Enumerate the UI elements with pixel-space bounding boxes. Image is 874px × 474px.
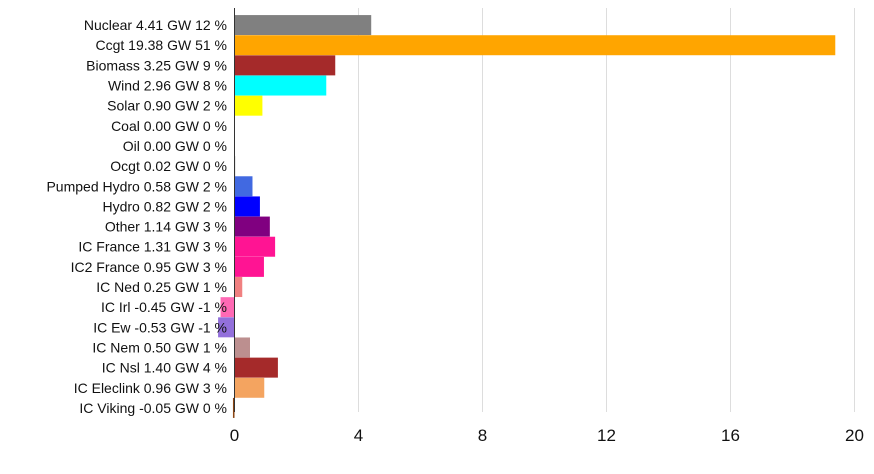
category-label: IC Nem 0.50 GW 1 % xyxy=(92,339,227,355)
bars xyxy=(218,15,836,418)
x-tick-label: 4 xyxy=(354,426,363,445)
category-label: Biomass 3.25 GW 9 % xyxy=(86,57,227,73)
category-label: IC Eleclink 0.96 GW 3 % xyxy=(74,380,227,396)
bar xyxy=(234,256,264,277)
x-tick-label: 12 xyxy=(597,426,616,445)
x-tick-label: 20 xyxy=(845,426,864,445)
bar xyxy=(234,95,263,116)
category-label: Wind 2.96 GW 8 % xyxy=(108,78,227,94)
category-labels: Nuclear 4.41 GW 12 % Ccgt 19.38 GW 51 % Bi… xyxy=(46,17,227,416)
bar xyxy=(234,337,250,358)
bar xyxy=(234,277,243,298)
category-label: IC France 1.31 GW 3 % xyxy=(78,239,227,255)
gridlines xyxy=(358,8,855,412)
category-label: IC2 France 0.95 GW 3 % xyxy=(71,259,227,275)
x-tick-label: 0 xyxy=(230,426,239,445)
category-label: IC Irl -0.45 GW -1 % xyxy=(101,299,227,315)
x-tick-label: 16 xyxy=(721,426,740,445)
category-label: IC Viking -0.05 GW 0 % xyxy=(79,400,227,416)
bar xyxy=(234,55,336,76)
category-label: Hydro 0.82 GW 2 % xyxy=(103,198,228,214)
category-label: Pumped Hydro 0.58 GW 2 % xyxy=(46,178,227,194)
bar xyxy=(234,75,327,96)
bar xyxy=(234,176,253,197)
category-label: IC Ew -0.53 GW -1 % xyxy=(93,319,227,335)
bar xyxy=(234,357,278,378)
category-label: Other 1.14 GW 3 % xyxy=(105,219,227,235)
bar xyxy=(220,297,235,318)
bar xyxy=(234,196,260,217)
category-label: IC Ned 0.25 GW 1 % xyxy=(96,279,227,295)
bar xyxy=(234,377,265,398)
category-label: Solar 0.90 GW 2 % xyxy=(107,98,227,114)
category-label: Coal 0.00 GW 0 % xyxy=(111,118,227,134)
category-label: Ccgt 19.38 GW 51 % xyxy=(95,37,227,53)
x-tick-label: 8 xyxy=(478,426,487,445)
bar xyxy=(234,216,270,237)
x-tick-labels: 0 4 8 12 16 20 xyxy=(230,426,864,445)
category-label: IC Nsl 1.40 GW 4 % xyxy=(102,360,227,376)
bar xyxy=(234,15,372,36)
category-label: Ocgt 0.02 GW 0 % xyxy=(110,158,227,174)
bar xyxy=(218,317,235,338)
bar xyxy=(234,35,836,56)
category-label: Oil 0.00 GW 0 % xyxy=(123,138,227,154)
bar xyxy=(232,397,235,418)
bar xyxy=(234,236,276,257)
category-label: Nuclear 4.41 GW 12 % xyxy=(84,17,227,33)
